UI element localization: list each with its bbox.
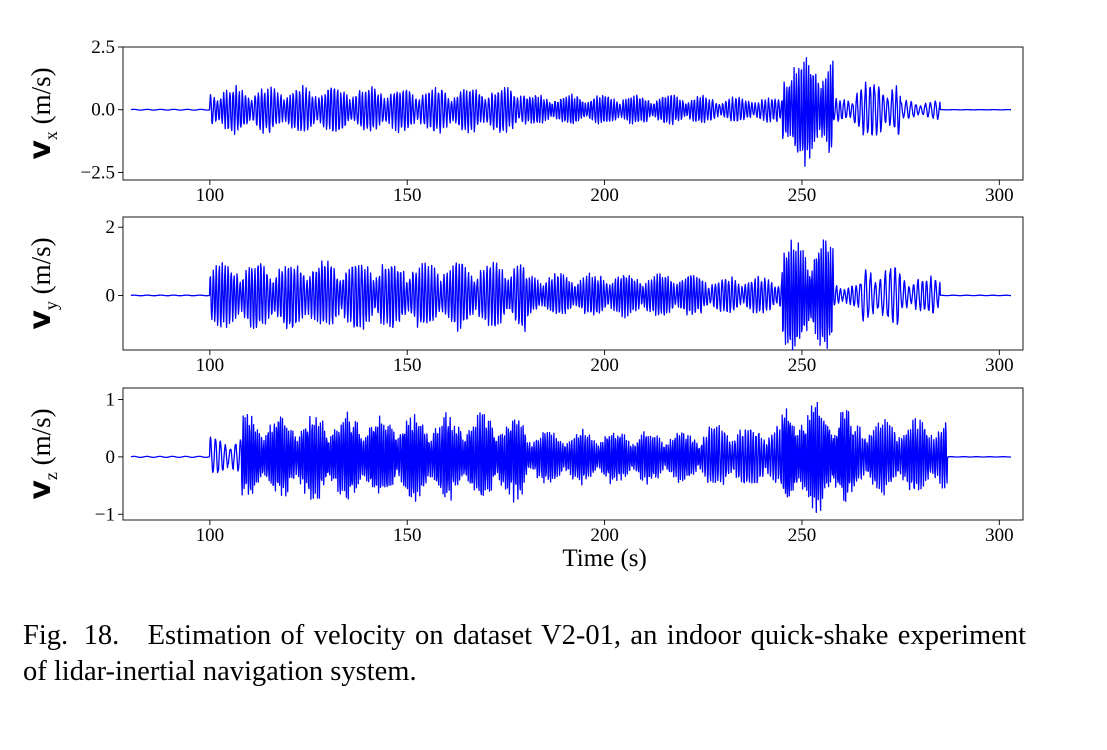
x-tick-label: 300 xyxy=(985,185,1014,206)
y-axis-label: vx (m/s) xyxy=(23,67,61,159)
caption-label: Fig. 18. xyxy=(23,620,120,651)
x-tick-label: 150 xyxy=(393,355,422,376)
panel-z: 100 150 200 250 300 1 0 −1 vz (m/s) xyxy=(23,387,1024,546)
y-axis-label: vz (m/s) xyxy=(23,408,61,499)
x-tick-label: 200 xyxy=(590,525,619,546)
y-tick-label: 0.0 xyxy=(91,100,115,121)
panel-y: 100 150 200 250 300 2 0 vy (m/s) xyxy=(23,216,1024,376)
x-tick-label: 150 xyxy=(393,185,422,206)
y-tick-label: 1 xyxy=(106,389,116,410)
x-tick-label: 300 xyxy=(985,525,1014,546)
y-tick-label: −2.5 xyxy=(81,162,115,183)
x-tick-label: 200 xyxy=(590,355,619,376)
y-tick-label: 0 xyxy=(106,447,116,468)
x-tick-label: 200 xyxy=(590,185,619,206)
y-tick-label: −1 xyxy=(95,504,115,525)
x-tick-label: 100 xyxy=(196,185,225,206)
x-tick-label: 250 xyxy=(788,355,817,376)
y-axis-label: vy (m/s) xyxy=(23,237,61,329)
caption-text: Estimation of velocity on dataset V2-01,… xyxy=(23,620,1027,687)
x-tick-label: 100 xyxy=(196,525,225,546)
x-tick-label: 300 xyxy=(985,355,1014,376)
x-tick-label: 150 xyxy=(393,525,422,546)
series-line-vx xyxy=(130,57,1012,167)
series-line-vz xyxy=(130,401,1012,514)
panel-x: 100 150 200 250 300 2.5 0.0 −2.5 vx (m/s) xyxy=(23,37,1024,206)
x-tick-label: 250 xyxy=(788,185,817,206)
axes-frame xyxy=(122,46,1024,181)
y-tick-label: 2 xyxy=(106,217,116,238)
x-axis-label: Time (s) xyxy=(562,545,647,572)
y-tick-label: 0 xyxy=(106,285,116,306)
series-line-vy xyxy=(130,239,1012,351)
y-tick-label: 2.5 xyxy=(91,37,115,58)
axes-frame xyxy=(122,216,1024,351)
x-tick-label: 250 xyxy=(788,525,817,546)
x-tick-label: 100 xyxy=(196,355,225,376)
axes-frame xyxy=(122,387,1024,521)
figure-caption: Fig. 18. Estimation of velocity on datas… xyxy=(23,618,1026,690)
